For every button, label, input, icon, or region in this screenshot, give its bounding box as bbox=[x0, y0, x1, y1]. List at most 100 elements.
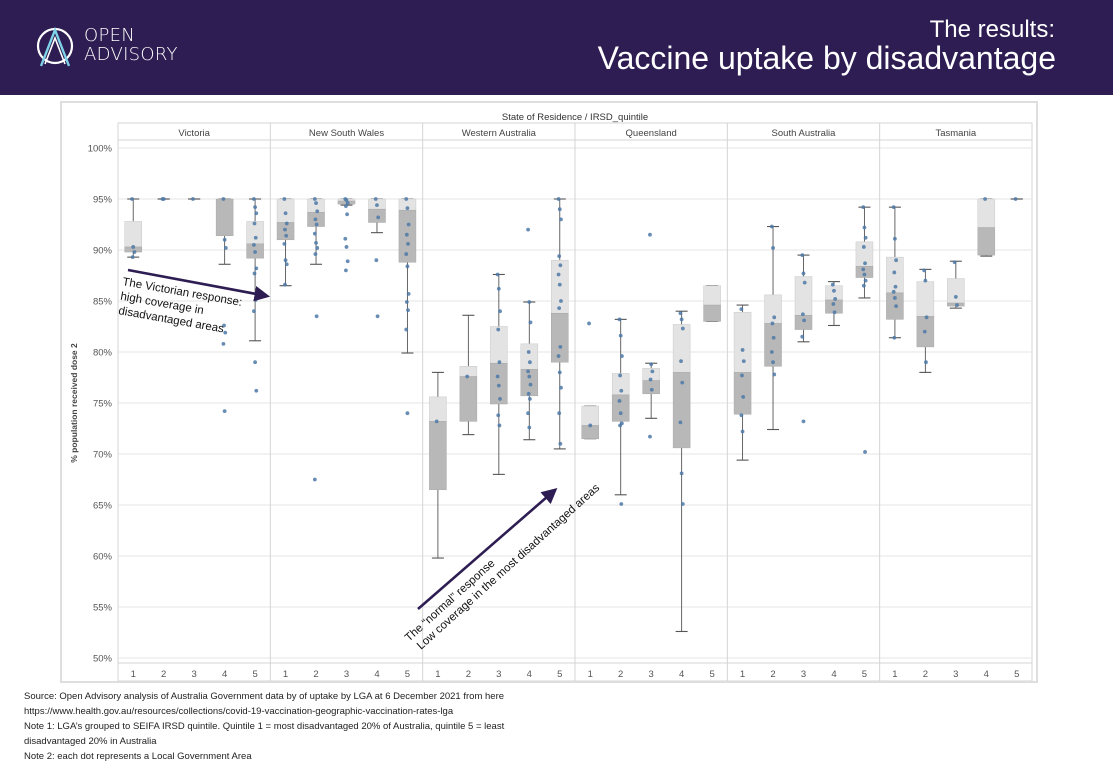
quintile-tick-label: 5 bbox=[862, 669, 867, 680]
lga-dot bbox=[893, 284, 898, 289]
lga-dot bbox=[314, 240, 318, 245]
lga-dot bbox=[650, 369, 655, 374]
lga-dot bbox=[406, 308, 410, 313]
box-upper bbox=[429, 396, 447, 422]
lga-dot bbox=[528, 320, 533, 325]
quintile-tick-label: 4 bbox=[374, 669, 379, 680]
lga-dot bbox=[405, 206, 410, 211]
quintile-tick-label: 3 bbox=[192, 669, 197, 680]
y-tick-label: 85% bbox=[93, 297, 113, 308]
note-1-cont: disadvantaged 20% in Australia bbox=[24, 736, 157, 747]
lga-dot bbox=[528, 382, 533, 387]
lga-dot bbox=[892, 335, 897, 340]
lga-dot bbox=[863, 278, 868, 283]
lga-dot bbox=[312, 477, 317, 482]
lga-dot bbox=[861, 205, 866, 210]
normal-annotation-line: The “normal” response bbox=[403, 557, 497, 644]
lga-dot bbox=[528, 397, 532, 401]
box-lower bbox=[368, 208, 386, 223]
lga-dot bbox=[283, 227, 287, 232]
lga-dot bbox=[953, 295, 958, 299]
lga-dot bbox=[801, 271, 806, 276]
lga-dot bbox=[496, 383, 501, 388]
lga-dot bbox=[832, 288, 836, 293]
box-lower bbox=[459, 376, 478, 422]
lga-dot bbox=[497, 423, 502, 428]
lga-dot bbox=[465, 374, 470, 379]
lga-dot bbox=[527, 300, 532, 304]
lga-dot bbox=[130, 197, 134, 201]
lga-dot bbox=[863, 261, 867, 266]
lga-dot bbox=[345, 259, 350, 264]
lga-dot bbox=[283, 211, 288, 216]
footnotes: Source: Open Advisory analysis of Austra… bbox=[24, 689, 504, 764]
lga-dot bbox=[404, 252, 409, 256]
lga-dot bbox=[771, 246, 775, 250]
lga-dot bbox=[891, 289, 896, 294]
lga-dot bbox=[376, 215, 381, 220]
lga-dot bbox=[434, 419, 439, 424]
y-tick-label: 65% bbox=[93, 501, 113, 512]
lga-dot bbox=[771, 360, 775, 365]
logo-line-2: ADVISORY bbox=[84, 44, 178, 65]
lga-dot bbox=[345, 201, 350, 205]
lga-dot bbox=[315, 246, 320, 250]
lga-dot bbox=[222, 237, 227, 242]
lga-dot bbox=[619, 502, 624, 506]
quintile-tick-label: 2 bbox=[466, 669, 471, 680]
quintile-tick-label: 1 bbox=[131, 669, 136, 680]
lga-dot bbox=[254, 266, 259, 271]
lga-dot bbox=[130, 255, 135, 260]
state-header-victoria: Victoria bbox=[178, 128, 210, 139]
lga-dot bbox=[253, 360, 257, 365]
chart-title: State of Residence / IRSD_quintile bbox=[502, 112, 648, 123]
lga-dot bbox=[191, 197, 195, 201]
lga-dot bbox=[649, 362, 654, 367]
quintile-tick-label: 1 bbox=[283, 669, 288, 680]
lga-dot bbox=[863, 450, 867, 454]
lga-dot bbox=[983, 197, 987, 201]
lga-dot bbox=[891, 205, 896, 210]
lga-dot bbox=[284, 262, 289, 267]
quintile-tick-label: 2 bbox=[161, 669, 166, 680]
lga-dot bbox=[680, 326, 685, 331]
quintile-tick-label: 3 bbox=[953, 669, 958, 680]
state-header-western-australia: Western Australia bbox=[462, 128, 537, 139]
lga-dot bbox=[254, 388, 259, 393]
lga-dot bbox=[557, 207, 562, 212]
lga-dot bbox=[861, 267, 866, 272]
lga-dot bbox=[284, 233, 289, 238]
lga-dot bbox=[770, 321, 775, 326]
lga-dot bbox=[649, 387, 654, 392]
lga-dot bbox=[802, 318, 806, 323]
lga-dot bbox=[801, 312, 805, 317]
quintile-tick-label: 2 bbox=[313, 669, 318, 680]
lga-dot bbox=[252, 221, 257, 226]
lga-dot bbox=[587, 321, 591, 326]
lga-dot bbox=[922, 329, 927, 334]
normal-annotation-line: Low coverage in the most disadvantaged a… bbox=[415, 482, 602, 652]
lga-dot bbox=[498, 309, 502, 314]
quintile-tick-label: 3 bbox=[344, 669, 349, 680]
lga-dot bbox=[924, 315, 929, 320]
quintile-tick-label: 1 bbox=[588, 669, 593, 680]
lga-dot bbox=[373, 197, 378, 201]
lga-dot bbox=[740, 373, 744, 378]
note-source-url: https://www.health.gov.au/resources/coll… bbox=[24, 706, 454, 717]
state-header-tasmania: Tasmania bbox=[935, 128, 976, 139]
lga-dot bbox=[894, 258, 898, 263]
lga-dot bbox=[405, 264, 410, 269]
lga-dot bbox=[404, 300, 409, 304]
quintile-tick-label: 5 bbox=[557, 669, 562, 680]
lga-dot bbox=[680, 502, 685, 506]
y-axis-label: % population received dose 2 bbox=[69, 343, 79, 463]
lga-dot bbox=[831, 302, 836, 306]
lga-dot bbox=[344, 204, 348, 209]
lga-dot bbox=[556, 272, 561, 277]
lga-dot bbox=[588, 423, 593, 428]
lga-dot bbox=[526, 227, 530, 232]
box-lower bbox=[733, 372, 752, 415]
lga-dot bbox=[404, 232, 409, 237]
lga-dot bbox=[222, 409, 227, 414]
lga-dot bbox=[344, 245, 349, 249]
